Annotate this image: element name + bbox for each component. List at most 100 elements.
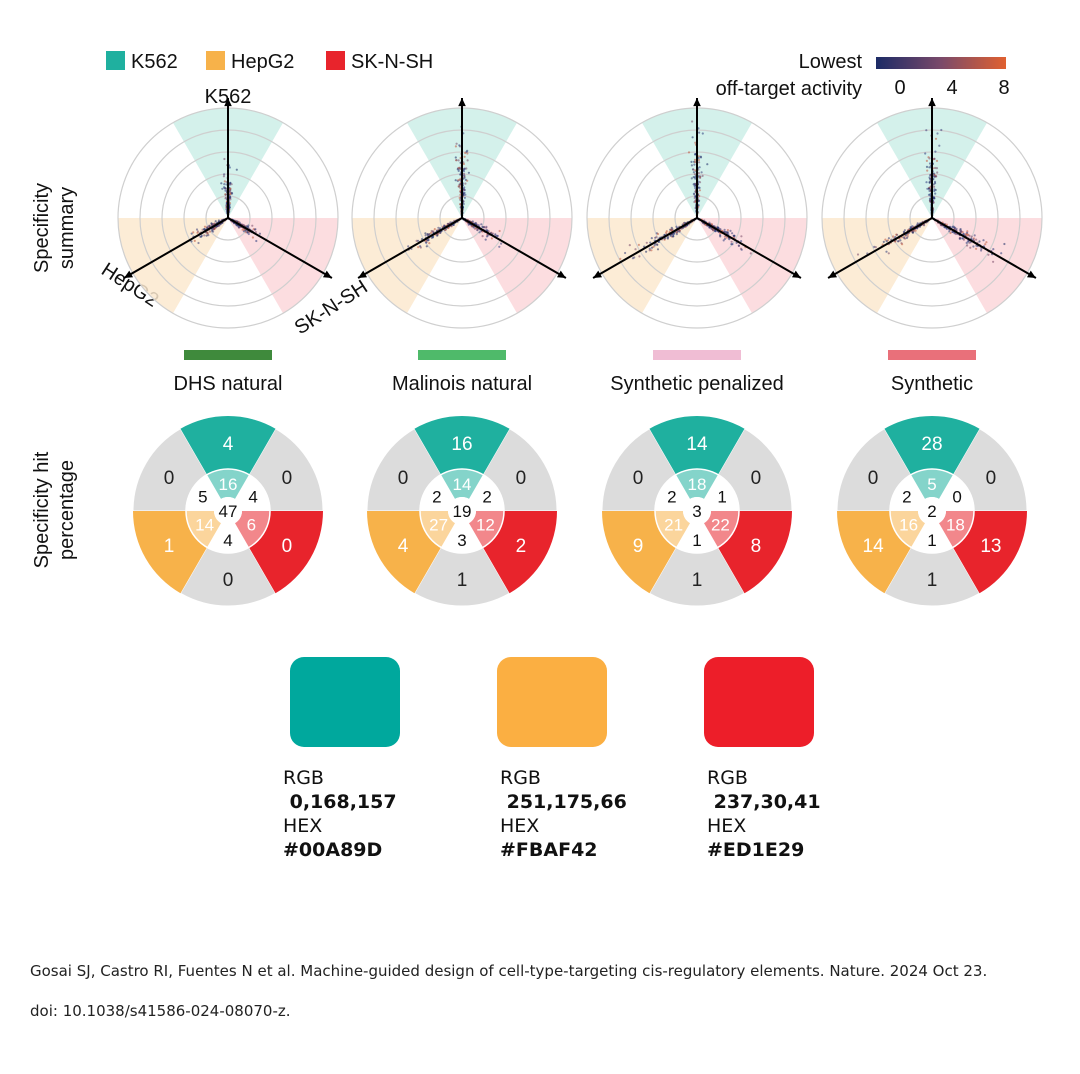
scatter-point [975,238,978,241]
sector-hepg2 [118,218,228,314]
colorbar: Lowest off-target activity 0 4 8 [716,51,1010,100]
scatter-point [692,171,696,174]
citation-line-2: doi: 10.1038/s41586-024-08070-z. [30,1002,291,1020]
scatter-point [464,182,467,185]
specificity-summary-radial [117,98,339,329]
scatter-point [652,245,655,248]
scatter-point [710,222,713,226]
scatter-point [940,128,943,132]
sector-hepg2 [602,511,676,594]
group-color-bar [418,350,506,360]
scatter-point [914,229,917,232]
outer-value: 0 [633,468,644,489]
scatter-point [452,223,455,226]
scatter-point [638,255,641,258]
scatter-point [454,145,457,148]
outer-value: 14 [863,536,885,557]
scatter-point [428,233,431,236]
scatter-point [884,238,887,241]
scatter-point [728,238,731,241]
rgb-label: RGB [283,767,324,789]
scatter-point [486,229,489,232]
inner-value: 14 [195,516,214,535]
axis-arrowhead [791,270,801,278]
inner-value: 4 [223,531,232,550]
group-color-bar [184,350,272,360]
scatter-point [902,230,906,233]
scatter-point [969,246,972,249]
scatter-point [936,132,939,135]
scatter-point [730,240,733,243]
legend-label-sknsh: SK-N-SH [351,51,433,73]
outer-value: 8 [751,536,762,557]
inner-value: 4 [248,488,257,507]
scatter-point [490,237,493,240]
group-color-bar [653,350,741,360]
scatter-point [693,163,696,166]
outer-value: 0 [164,468,175,489]
scatter-point [982,239,985,242]
sector-k562 [884,416,980,475]
scatter-point [732,234,735,237]
scatter-point [230,192,234,195]
inner-ring [185,468,271,554]
scatter-point [697,155,701,158]
inner-value: 18 [946,516,965,535]
scatter-point [740,240,743,243]
panel-synthetic-penalized: Synthetic penalized 14 8 9 0 1 0 18 22 21 1 1 23 [586,98,808,607]
inner-sector-k562 [911,469,953,499]
scatter-point [407,245,410,248]
axis-line [357,217,463,279]
scatter-point [887,252,890,255]
sector-sk-n-sh [932,218,1042,314]
scatter-point [458,183,461,186]
colorbar-gradient [876,57,1006,69]
scatter-point [251,224,254,227]
rgb-value: 251,175,66 [500,791,627,813]
scatter-point [722,239,725,242]
scatter-point [932,183,935,186]
scatter-point [887,237,891,240]
scatter-point [634,248,637,251]
inner-sector-sk-n-sh [235,511,270,548]
axis-arrowhead [124,270,134,278]
scatter-point [692,168,695,171]
scatter-point [624,251,627,255]
sector-sk-n-sh [697,218,807,314]
scatter-point [212,228,215,231]
inner-value: 1 [692,531,701,550]
scatter-point [723,237,727,240]
scatter-point [437,226,440,229]
scatter-point [243,228,246,231]
colorbar-title-line2: off-target activity [716,78,862,100]
scatter-point [485,226,488,229]
scatter-point [694,186,697,190]
scatter-point [934,192,937,195]
axis-line [592,217,698,279]
scatter-point [683,221,686,224]
scatter-point [190,232,193,235]
scatter-point [693,173,697,176]
scatter-point [928,181,931,184]
scatter-point [978,240,981,243]
scatter-point [924,152,927,155]
scatter-point [933,157,936,160]
scatter-point [985,241,988,244]
scatter-point [691,136,694,139]
scatter-point [925,165,929,168]
center-disc [214,497,242,525]
inner-value: 22 [711,516,730,535]
scatter-point [731,243,734,246]
inner-sector-hepg2 [890,511,925,548]
scatter-point [192,231,195,234]
scatter-point [203,225,207,228]
scatter-point [962,238,966,241]
scatter-point [463,155,466,158]
scatter-point [692,183,695,186]
scatter-point [701,174,704,177]
scatter-point [961,237,964,240]
inner-value: 6 [247,516,256,535]
scatter-point [726,229,730,232]
scatter-point [966,244,969,247]
scatter-point [665,230,668,233]
